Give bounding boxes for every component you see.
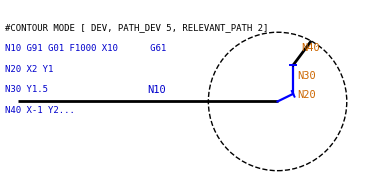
Text: #CONTOUR MODE [ DEV, PATH_DEV 5, RELEVANT_PATH 2]: #CONTOUR MODE [ DEV, PATH_DEV 5, RELEVAN… bbox=[5, 23, 268, 32]
Text: N20: N20 bbox=[298, 90, 316, 100]
Text: N10 G91 G01 F1000 X10      G61: N10 G91 G01 F1000 X10 G61 bbox=[5, 44, 166, 53]
Text: N20 X2 Y1: N20 X2 Y1 bbox=[5, 64, 53, 74]
Text: N30 Y1.5: N30 Y1.5 bbox=[5, 85, 47, 94]
Text: N10: N10 bbox=[147, 85, 166, 95]
Text: N40 X-1 Y2...: N40 X-1 Y2... bbox=[5, 106, 74, 115]
Text: N40: N40 bbox=[301, 43, 320, 53]
Text: N30: N30 bbox=[298, 71, 316, 81]
